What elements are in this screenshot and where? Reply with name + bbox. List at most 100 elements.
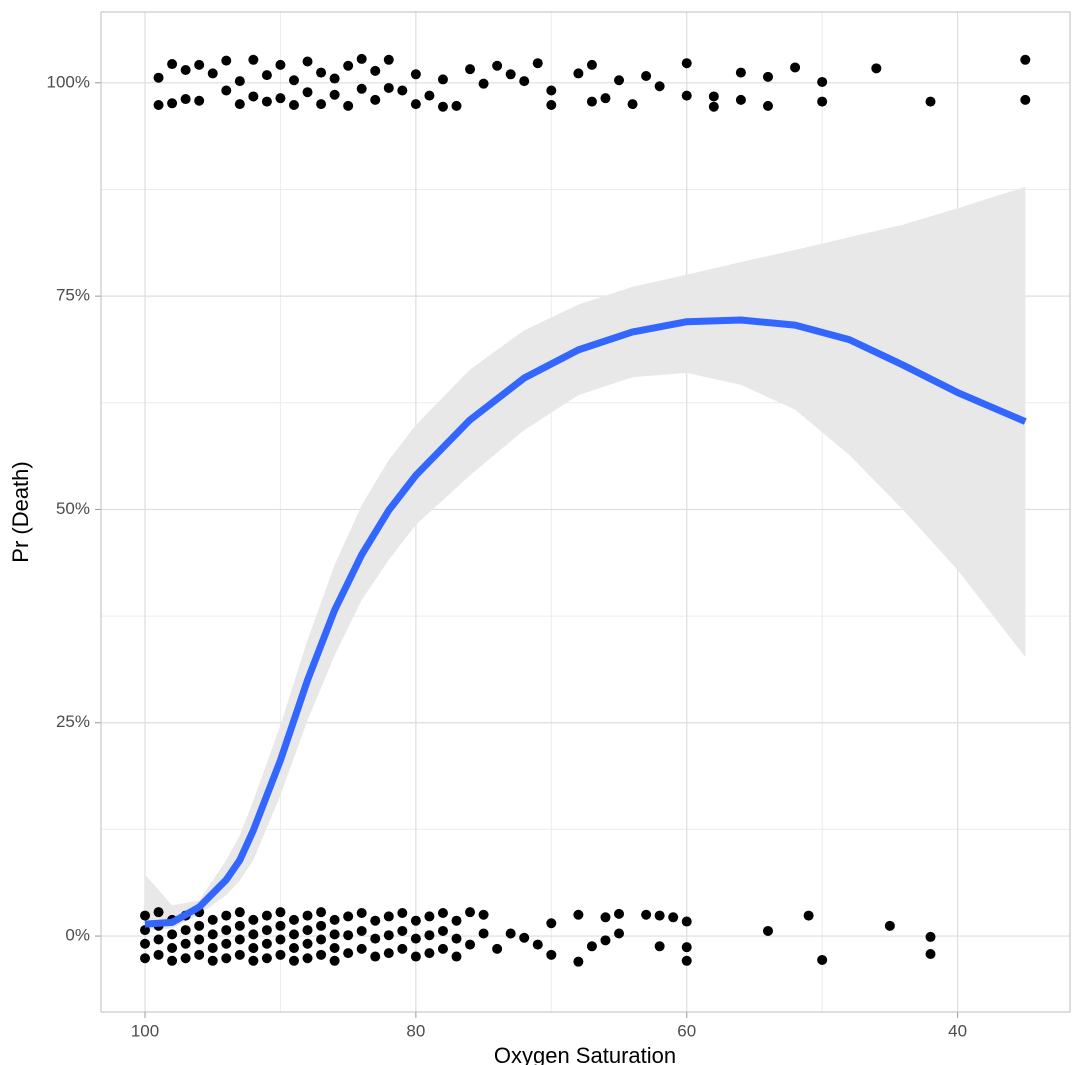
data-point (424, 911, 435, 922)
data-point (925, 931, 936, 942)
data-point (681, 942, 692, 953)
data-point (167, 943, 178, 954)
data-point (586, 941, 597, 952)
y-tick-label: 100% (47, 72, 90, 91)
data-point (356, 53, 367, 64)
data-point (451, 100, 462, 111)
data-point (410, 933, 421, 944)
data-point (248, 955, 259, 966)
data-point (519, 76, 530, 87)
data-point (410, 915, 421, 926)
data-point (762, 71, 773, 82)
data-point (261, 70, 272, 81)
data-point (221, 55, 232, 66)
data-point (383, 82, 394, 93)
data-point (817, 76, 828, 87)
data-point (871, 63, 882, 74)
y-tick-label: 50% (56, 499, 90, 518)
data-point (302, 87, 313, 98)
data-point (343, 930, 354, 941)
data-point (207, 955, 218, 966)
data-point (194, 920, 205, 931)
data-point (288, 943, 299, 954)
data-point (234, 949, 245, 960)
x-axis-title: Oxygen Saturation (494, 1043, 676, 1065)
data-point (397, 908, 408, 919)
data-point (180, 65, 191, 76)
data-point (302, 953, 313, 964)
data-point (654, 910, 665, 921)
data-point (437, 101, 448, 112)
data-point (316, 907, 327, 918)
data-point (817, 954, 828, 965)
data-point (614, 908, 625, 919)
data-point (370, 915, 381, 926)
data-point (356, 908, 367, 919)
data-point (248, 943, 259, 954)
data-point (316, 920, 327, 931)
data-point (180, 953, 191, 964)
data-point (600, 912, 611, 923)
data-point (329, 929, 340, 940)
data-point (167, 929, 178, 940)
data-point (248, 929, 259, 940)
data-point (492, 943, 503, 954)
data-point (370, 65, 381, 76)
x-tick-label: 80 (406, 1021, 425, 1040)
x-tick-label: 40 (948, 1021, 967, 1040)
data-point (316, 67, 327, 78)
data-point (383, 911, 394, 922)
data-point (153, 949, 164, 960)
data-point (762, 100, 773, 111)
data-point (641, 70, 652, 81)
x-tick-label: 100 (131, 1021, 159, 1040)
data-point (302, 925, 313, 936)
data-point (586, 59, 597, 70)
data-point (275, 59, 286, 70)
data-point (654, 81, 665, 92)
data-point (153, 934, 164, 945)
data-point (275, 949, 286, 960)
data-point (343, 948, 354, 959)
data-point (261, 910, 272, 921)
data-point (410, 69, 421, 80)
data-point (153, 100, 164, 111)
data-point (248, 914, 259, 925)
data-point (519, 932, 530, 943)
data-point (234, 920, 245, 931)
data-point (397, 943, 408, 954)
data-point (140, 910, 151, 921)
data-point (465, 907, 476, 918)
data-point (383, 930, 394, 941)
data-point (207, 68, 218, 79)
data-point (437, 74, 448, 85)
data-point (614, 928, 625, 939)
data-point (492, 60, 503, 71)
data-point (546, 949, 557, 960)
data-point (586, 96, 597, 107)
data-point (275, 93, 286, 104)
data-point (1020, 54, 1031, 65)
data-point (343, 100, 354, 111)
data-point (275, 907, 286, 918)
data-point (383, 948, 394, 959)
data-point (356, 943, 367, 954)
data-point (546, 100, 557, 111)
data-point (275, 934, 286, 945)
y-axis-title: Pr (Death) (8, 461, 33, 562)
panel-border (100, 11, 1071, 1013)
data-point (194, 949, 205, 960)
data-point (600, 93, 611, 104)
data-point (573, 956, 584, 967)
data-point (248, 54, 259, 65)
data-point (234, 934, 245, 945)
data-point (356, 925, 367, 936)
data-point (735, 94, 746, 105)
data-point (681, 955, 692, 966)
data-point (221, 953, 232, 964)
y-tick-label: 0% (65, 926, 90, 945)
data-point (207, 929, 218, 940)
data-point (329, 73, 340, 84)
data-point (505, 928, 516, 939)
